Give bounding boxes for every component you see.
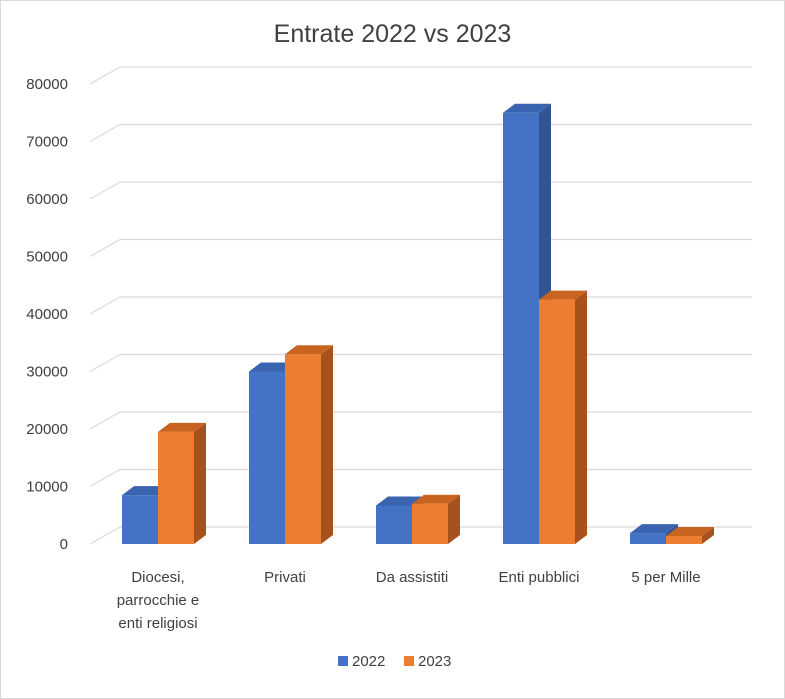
bar: [122, 495, 158, 544]
bar: [249, 371, 285, 544]
bar-top: [376, 496, 424, 506]
bar-side: [575, 290, 587, 544]
legend-swatch: [338, 656, 348, 666]
bar: [376, 505, 412, 544]
bar-top: [503, 103, 551, 113]
bar-side: [702, 526, 714, 544]
bar-top: [158, 422, 206, 432]
legend-swatch: [404, 656, 414, 666]
gridline-depth: [89, 123, 121, 143]
y-tick-label: 10000: [26, 479, 68, 496]
bar-top: [539, 290, 587, 300]
bar-side: [321, 345, 333, 544]
x-tick-label: Da assistiti: [376, 569, 449, 586]
x-tick-label: parrocchie e: [117, 592, 200, 609]
gridline-depth: [89, 181, 121, 200]
gridline-depth: [89, 411, 121, 430]
bar-top: [666, 526, 714, 536]
y-tick-label: 70000: [26, 134, 68, 151]
bar-top: [412, 494, 460, 504]
y-tick-label: 30000: [26, 364, 68, 381]
gridline-depth: [89, 296, 121, 315]
y-tick-label: 20000: [26, 421, 68, 438]
y-tick-label: 50000: [26, 249, 68, 266]
bar: [412, 503, 448, 544]
chart-title: Entrate 2022 vs 2023: [273, 20, 512, 48]
bar-side: [448, 494, 460, 544]
y-tick-label: 80000: [26, 76, 68, 93]
legend-label: 2022: [352, 653, 385, 670]
gridline-depth: [89, 468, 121, 488]
x-tick-label: Enti pubblici: [499, 569, 580, 586]
bar: [666, 535, 702, 544]
bar: [630, 533, 666, 544]
x-tick-label: Privati: [264, 569, 306, 586]
x-tick-label: 5 per Mille: [631, 569, 700, 586]
bar: [503, 112, 539, 544]
gridline-depth: [89, 526, 121, 545]
gridline-depth: [89, 238, 121, 258]
bar: [285, 354, 321, 544]
gridline-depth: [89, 66, 121, 85]
bar: [158, 431, 194, 544]
bar-top: [285, 345, 333, 355]
gridline-depth: [89, 353, 121, 373]
x-tick-label: enti religiosi: [118, 615, 197, 632]
y-tick-label: 40000: [26, 306, 68, 323]
legend-label: 2023: [418, 653, 451, 670]
y-tick-label: 0: [60, 536, 68, 553]
y-tick-label: 60000: [26, 191, 68, 208]
bar: [539, 299, 575, 544]
bar-side: [194, 422, 206, 544]
x-tick-label: Diocesi,: [131, 569, 184, 586]
bar-top: [630, 524, 678, 534]
